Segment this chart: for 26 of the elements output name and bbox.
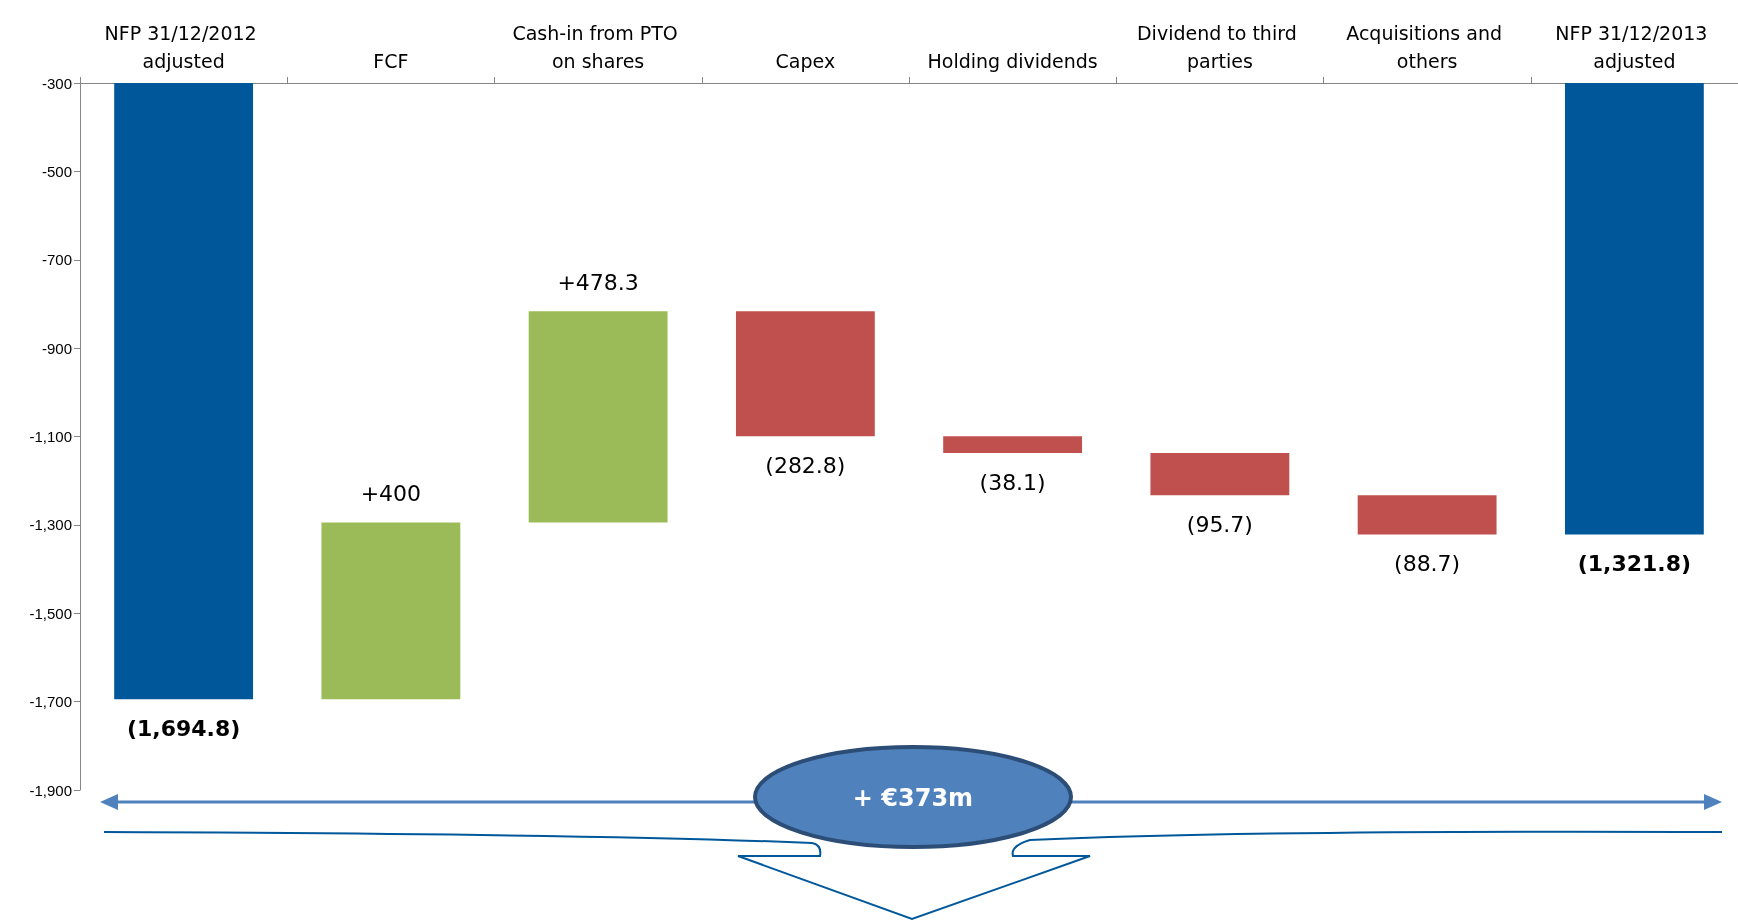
data-label: (282.8) — [765, 452, 846, 478]
x-tick-label: Dividend to third parties — [1136, 22, 1303, 72]
data-label: +400 — [360, 481, 422, 507]
x-tick-label: NFP 31/12/2012 adjusted — [104, 22, 263, 72]
x-tick-label: Capex — [775, 50, 836, 72]
y-tick-label: -300 — [41, 74, 72, 92]
x-tick-label: Acquisitions and others — [1346, 22, 1509, 72]
y-tick-label: -500 — [41, 162, 72, 180]
data-label: (88.7) — [1394, 551, 1461, 577]
y-tick-label: -700 — [41, 251, 72, 269]
data-label: (1,694.8) — [126, 715, 241, 741]
data-label: (38.1) — [979, 469, 1046, 495]
y-tick-label: -1,300 — [29, 516, 72, 534]
x-tick-label: Holding dividends — [927, 50, 1098, 72]
data-label: (1,321.8) — [1577, 551, 1692, 577]
annotation: + €373m — [851, 784, 975, 812]
data-label: (95.7) — [1186, 511, 1253, 537]
x-tick-label: FCF — [373, 50, 409, 72]
y-tick-label: -1,100 — [29, 428, 72, 445]
x-tick-label: NFP 31/12/2013 adjusted — [1555, 22, 1714, 72]
x-tick-label: Cash-in from PTO on shares — [512, 22, 684, 72]
y-tick-label: -1,700 — [29, 693, 72, 711]
y-tick-label: -900 — [41, 339, 72, 357]
y-tick-label: -1,900 — [29, 781, 72, 799]
y-tick-label: -1,500 — [29, 604, 72, 622]
data-label: +478.3 — [557, 269, 639, 295]
